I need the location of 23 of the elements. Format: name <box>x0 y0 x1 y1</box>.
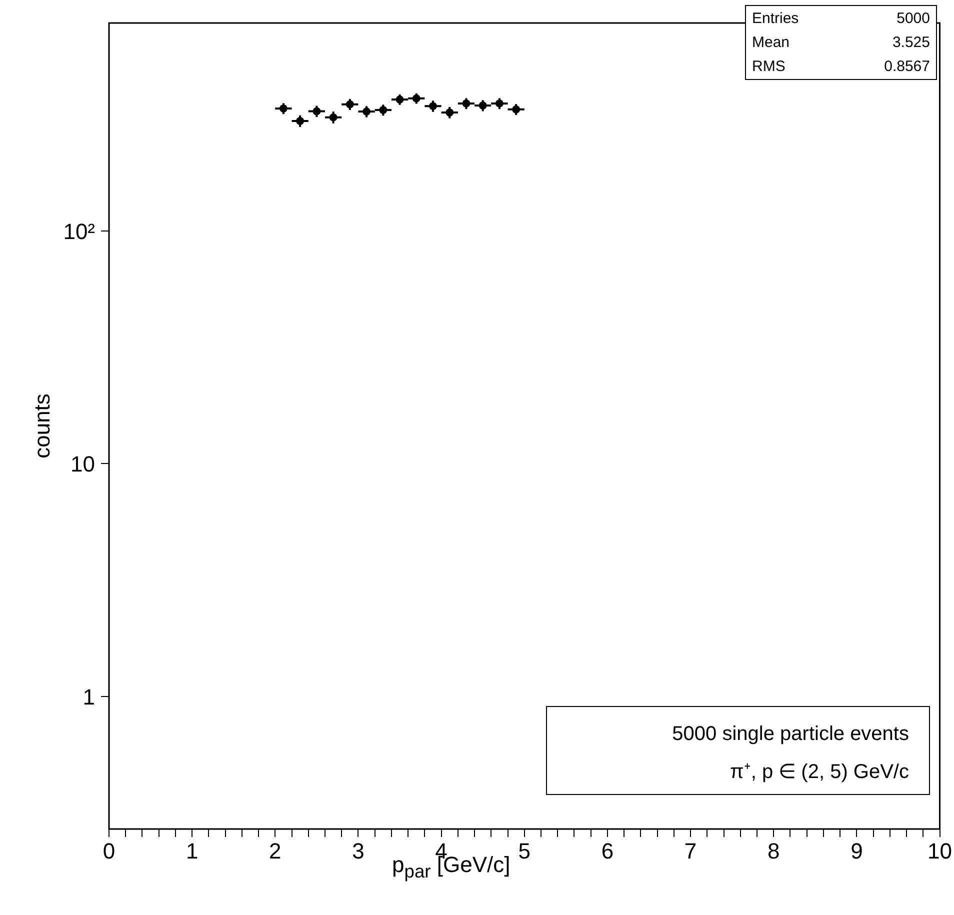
y-tick-label: 10 <box>70 452 95 477</box>
y-tick-label: 10² <box>63 218 95 244</box>
annotation: Entries <box>752 10 800 27</box>
annotation: π⁺, p ∈ (2, 5) GeV/c <box>729 760 909 785</box>
x-tick-label: 10 <box>928 838 952 864</box>
x-tick-label: 2 <box>269 838 282 864</box>
x-tick-label: 7 <box>684 838 697 864</box>
annotation: 5000 <box>896 10 930 27</box>
x-tick-label: 9 <box>850 838 863 864</box>
annotation: 0.8567 <box>884 58 930 75</box>
annotation: Mean <box>752 34 791 51</box>
y-tick-label: 1 <box>82 684 95 710</box>
x-tick-label: 5 <box>518 838 531 864</box>
annotation: 5000 single particle events <box>671 722 909 747</box>
x-tick-label: 8 <box>767 838 780 864</box>
x-tick-label: 6 <box>601 838 614 864</box>
x-tick-label: 3 <box>352 838 364 864</box>
x-tick-label: 1 <box>186 838 198 864</box>
annotation: 3.525 <box>891 34 930 51</box>
annotation: RMS <box>752 58 786 75</box>
x-tick-label: 0 <box>102 838 116 864</box>
text-box: 5000 single particle events π⁺, p ∈ (2, 5) GeV/c <box>546 706 930 795</box>
y-axis-title: counts <box>29 394 54 458</box>
